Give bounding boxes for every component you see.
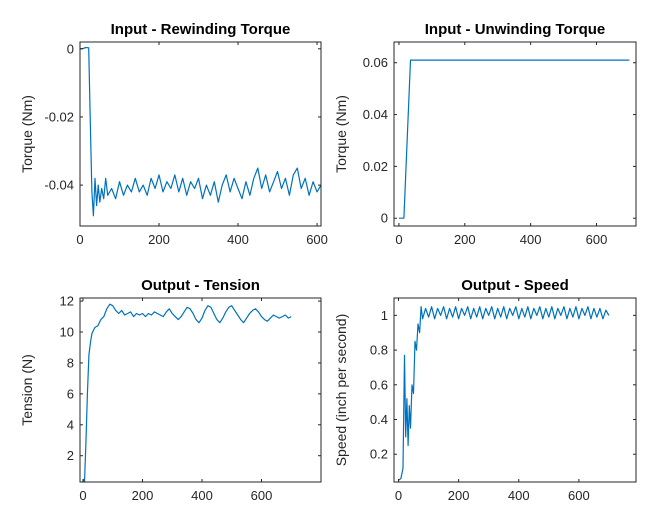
chart-1-xtick-label: 200: [148, 232, 170, 247]
chart-3-ytick-label: 6: [67, 386, 74, 401]
chart-2-xtick-label: 200: [454, 232, 476, 247]
chart-1-ylabel: Torque (Nm): [19, 95, 35, 173]
chart-1-axes-box: [79, 41, 322, 227]
chart-3-ytick-label: 10: [60, 325, 74, 340]
chart-1-series-line: [80, 46, 321, 217]
chart-4-ytick-label: 0.4: [370, 412, 388, 427]
chart-3-xtick-label: 0: [79, 488, 86, 503]
chart-3-title: Output - Tension: [141, 277, 260, 294]
chart-4-ytick-label: 0.8: [370, 343, 388, 358]
chart-2-xtick-label: 600: [586, 232, 608, 247]
chart-1-ytick-label: -0.04: [44, 178, 74, 193]
chart-2-title: Input - Unwinding Torque: [425, 21, 606, 38]
chart-3-ytick-label: 2: [67, 448, 74, 463]
chart-1-xtick-label: 600: [306, 232, 328, 247]
chart-1-xtick-label: 0: [76, 232, 83, 247]
chart-2-ytick-label: 0: [381, 211, 388, 226]
chart-3-series-line: [82, 303, 292, 482]
chart-4-xtick-label: 200: [448, 488, 470, 503]
chart-4-xtick-label: 400: [508, 488, 530, 503]
chart-4-title: Output - Speed: [461, 277, 569, 294]
chart-2-xtick-label: 400: [520, 232, 542, 247]
chart-2-ytick-label: 0.02: [363, 159, 388, 174]
chart-3-axes-box: [79, 297, 322, 483]
chart-2-ytick-label: 0.06: [363, 55, 388, 70]
chart-3-xtick-label: 400: [191, 488, 213, 503]
chart-4-axes-box: [393, 297, 637, 483]
chart-1-title: Input - Rewinding Torque: [111, 21, 291, 38]
chart-3-ylabel: Tension (N): [19, 354, 35, 426]
chart-4-ylabel: Speed (inch per second): [333, 314, 349, 467]
chart-4-xtick-label: 600: [568, 488, 590, 503]
chart-3-xtick-label: 600: [251, 488, 273, 503]
chart-1-xtick-label: 400: [227, 232, 249, 247]
chart-2-axes-box: [393, 41, 637, 227]
chart-3-ytick-label: 8: [67, 355, 74, 370]
chart-3-ytick-label: 4: [67, 417, 74, 432]
chart-4-ytick-label: 0.2: [370, 447, 388, 462]
chart-3-xtick-label: 200: [132, 488, 154, 503]
chart-4-xtick-label: 0: [395, 488, 402, 503]
chart-4-ytick-label: 1: [381, 308, 388, 323]
chart-2-ylabel: Torque (Nm): [333, 95, 349, 173]
chart-3-ytick-label: 12: [60, 294, 74, 309]
chart-1-ytick-label: 0: [67, 41, 74, 56]
chart-4-series-line: [398, 306, 610, 481]
chart-2-ytick-label: 0.04: [363, 107, 388, 122]
chart-2-xtick-label: 0: [395, 232, 402, 247]
chart-1-ytick-label: -0.02: [44, 109, 74, 124]
chart-2-series-line: [398, 59, 630, 219]
chart-4-ytick-label: 0.6: [370, 377, 388, 392]
